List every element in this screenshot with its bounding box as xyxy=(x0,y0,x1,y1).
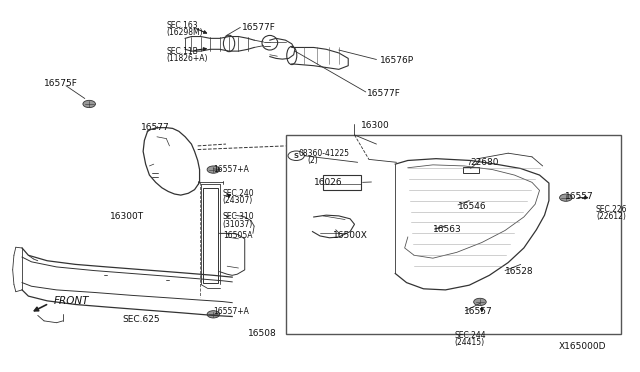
Text: (22612): (22612) xyxy=(596,212,626,221)
Text: 16508: 16508 xyxy=(248,329,276,338)
Text: X165000D: X165000D xyxy=(558,342,606,351)
Text: 16563: 16563 xyxy=(433,225,461,234)
Text: (11826+A): (11826+A) xyxy=(166,54,208,63)
Text: 16577: 16577 xyxy=(141,123,170,132)
Text: SEC.11B: SEC.11B xyxy=(166,46,198,55)
Text: SEC.163: SEC.163 xyxy=(166,21,198,30)
Text: 22680: 22680 xyxy=(470,158,499,167)
Circle shape xyxy=(83,100,95,108)
Circle shape xyxy=(207,166,220,173)
Text: (16298M): (16298M) xyxy=(166,28,203,37)
Text: 16528: 16528 xyxy=(505,267,534,276)
Circle shape xyxy=(207,311,220,318)
Text: 16576P: 16576P xyxy=(380,56,413,65)
Text: (24415): (24415) xyxy=(455,338,485,347)
Circle shape xyxy=(559,194,572,201)
Bar xyxy=(203,188,218,283)
Text: 16557: 16557 xyxy=(464,307,493,316)
Text: 16557+A: 16557+A xyxy=(213,307,249,316)
Bar xyxy=(285,135,621,334)
Text: 16546: 16546 xyxy=(458,202,486,211)
Text: 16557+A: 16557+A xyxy=(213,165,249,174)
Text: SEC.310: SEC.310 xyxy=(223,212,255,221)
Bar xyxy=(463,167,479,173)
Text: 16505A: 16505A xyxy=(223,231,252,240)
Text: 16557: 16557 xyxy=(564,192,593,201)
Text: SEC.226: SEC.226 xyxy=(596,205,627,214)
Text: FRONT: FRONT xyxy=(54,296,89,306)
Bar xyxy=(323,175,361,190)
Text: 08360-41225: 08360-41225 xyxy=(298,149,349,158)
Text: SEC.244: SEC.244 xyxy=(455,331,486,340)
Text: 16026: 16026 xyxy=(314,178,342,187)
Circle shape xyxy=(288,151,305,160)
Text: (31037): (31037) xyxy=(223,220,253,229)
Text: 16577F: 16577F xyxy=(242,23,275,32)
Text: 16300: 16300 xyxy=(361,121,390,130)
Text: (2): (2) xyxy=(307,156,318,165)
Text: 16577F: 16577F xyxy=(367,89,401,97)
Text: SEC.240: SEC.240 xyxy=(223,189,255,198)
Text: S: S xyxy=(294,153,299,159)
Text: SEC.625: SEC.625 xyxy=(122,315,160,324)
Text: 16575F: 16575F xyxy=(44,80,78,89)
Circle shape xyxy=(474,298,486,305)
Text: 16500X: 16500X xyxy=(333,231,367,240)
Text: (24307): (24307) xyxy=(223,196,253,205)
Text: 16300T: 16300T xyxy=(110,212,144,221)
